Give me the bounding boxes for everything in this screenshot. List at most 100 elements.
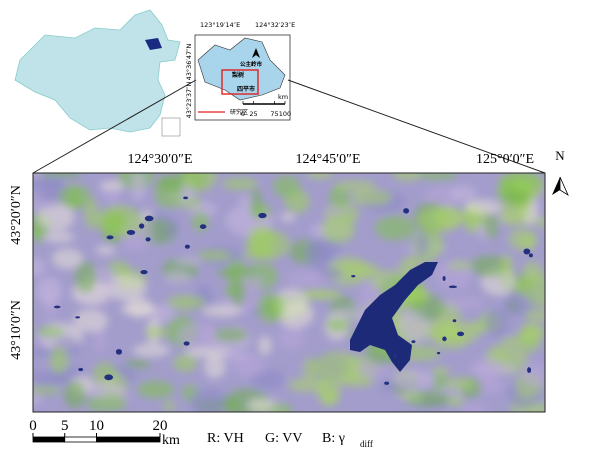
texture-patch bbox=[393, 370, 434, 390]
place-label: 梨树 bbox=[231, 71, 244, 79]
texture-patch bbox=[133, 343, 170, 357]
texture-patch bbox=[520, 235, 536, 250]
texture-patch bbox=[522, 262, 542, 282]
texture-patch bbox=[528, 298, 558, 306]
pond bbox=[437, 352, 440, 354]
pond bbox=[457, 332, 464, 337]
texture-patch bbox=[95, 246, 115, 255]
texture-patch bbox=[431, 367, 450, 376]
texture-patch bbox=[307, 168, 333, 180]
north-label: N bbox=[555, 148, 565, 163]
texture-patch bbox=[521, 324, 546, 340]
texture-patch bbox=[334, 180, 376, 191]
pond bbox=[449, 286, 457, 289]
lat-label: 43°20′0″N bbox=[9, 185, 24, 245]
scale-unit: km bbox=[162, 433, 180, 448]
pond bbox=[54, 306, 61, 309]
pond bbox=[527, 367, 531, 373]
scale-label: 5 bbox=[61, 418, 69, 434]
texture-patch bbox=[204, 355, 226, 379]
lat-label: 43°10′0″N bbox=[9, 300, 24, 360]
inset-lon-label: 124°32′23″E bbox=[255, 21, 295, 29]
satellite-image bbox=[12, 159, 561, 424]
inset-legend: 研究区 bbox=[230, 108, 248, 116]
texture-patch bbox=[214, 328, 248, 342]
inset-lat-label: 43°23′37″N bbox=[185, 81, 193, 118]
lon-label: 124°45′0″E bbox=[295, 152, 360, 167]
pond bbox=[107, 235, 114, 239]
texture-patch bbox=[257, 293, 285, 323]
inset-scale-unit: km bbox=[278, 93, 288, 101]
texture-patch bbox=[197, 250, 232, 261]
texture-patch bbox=[433, 206, 462, 229]
texture-patch bbox=[248, 225, 275, 252]
pond bbox=[140, 270, 147, 274]
texture-patch bbox=[182, 163, 217, 191]
texture-patch bbox=[442, 297, 485, 310]
texture-patch bbox=[288, 378, 329, 392]
texture-patch bbox=[524, 309, 551, 322]
pond bbox=[443, 276, 446, 281]
pond bbox=[75, 316, 80, 318]
scale-segment bbox=[33, 437, 65, 442]
scale-label: 20 bbox=[153, 418, 168, 434]
texture-patch bbox=[322, 214, 355, 243]
texture-patch bbox=[278, 325, 304, 350]
scale-segment bbox=[65, 437, 97, 442]
texture-patch bbox=[163, 401, 176, 411]
inset-lon-label: 123°19′14″E bbox=[200, 21, 240, 29]
texture-patch bbox=[75, 261, 97, 293]
texture-patch bbox=[280, 213, 296, 222]
band-b: B: γ bbox=[322, 431, 345, 446]
pond bbox=[351, 275, 355, 277]
pond bbox=[403, 208, 409, 213]
texture-patch bbox=[505, 190, 532, 206]
lon-label: 125°0′0″E bbox=[476, 152, 534, 167]
texture-patch bbox=[165, 271, 191, 284]
texture-patch bbox=[471, 357, 503, 380]
texture-patch bbox=[120, 304, 157, 314]
band-r: R: VH bbox=[207, 431, 244, 446]
band-b-sub: diff bbox=[360, 439, 373, 449]
texture-patch bbox=[215, 268, 257, 277]
texture-patch bbox=[50, 346, 68, 374]
texture-patch bbox=[242, 249, 277, 259]
texture-patch bbox=[163, 226, 178, 237]
pond bbox=[185, 245, 190, 249]
texture-patch bbox=[500, 254, 514, 280]
texture-patch bbox=[485, 309, 509, 338]
country-map bbox=[15, 10, 180, 132]
texture-patch bbox=[64, 381, 86, 408]
texture-patch bbox=[167, 295, 205, 310]
pond bbox=[146, 237, 151, 241]
texture-patch bbox=[145, 327, 167, 338]
inset-scale-label: 25 bbox=[249, 110, 257, 118]
pond bbox=[184, 341, 190, 345]
texture-patch bbox=[464, 199, 502, 214]
north-arrow bbox=[560, 177, 568, 195]
texture-patch bbox=[44, 232, 75, 243]
texture-patch bbox=[36, 278, 62, 305]
pond bbox=[258, 213, 266, 218]
texture-patch bbox=[175, 257, 201, 265]
inset-scale-label: 100 bbox=[279, 110, 291, 118]
inset-lat-label: 43°36′47″N bbox=[185, 43, 193, 80]
pond bbox=[139, 223, 144, 228]
pond bbox=[145, 216, 154, 222]
place-label: 公主岭市 bbox=[240, 60, 263, 68]
texture-patch bbox=[523, 363, 547, 387]
texture-patch bbox=[158, 174, 185, 191]
texture-patch bbox=[397, 311, 429, 343]
north-arrow bbox=[552, 177, 560, 195]
lon-label: 124°30′0″E bbox=[127, 152, 192, 167]
texture-patch bbox=[319, 268, 342, 279]
texture-patch bbox=[232, 355, 266, 377]
texture-patch bbox=[447, 261, 472, 270]
pond bbox=[529, 253, 533, 257]
texture-patch bbox=[222, 177, 258, 189]
texture-patch bbox=[350, 189, 392, 205]
figure: 研究区 N 051020km R: VH G: VV B: γ diff 123… bbox=[0, 0, 592, 450]
texture-patch bbox=[406, 391, 450, 407]
pond bbox=[442, 336, 446, 341]
